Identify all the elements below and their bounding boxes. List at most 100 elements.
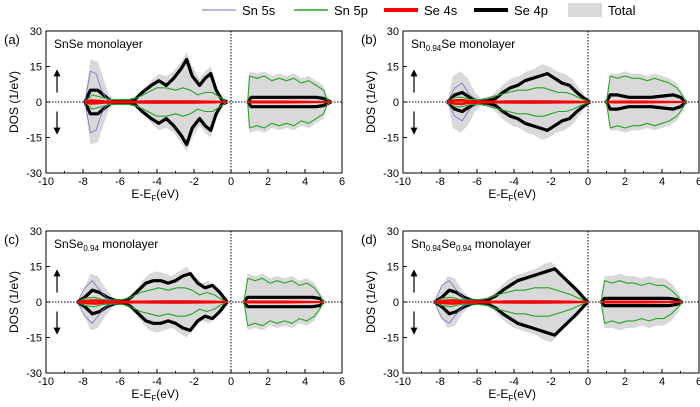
spin-up-arrow bbox=[53, 269, 61, 293]
sn5p-curve-cb-up bbox=[247, 75, 332, 103]
y-tick-label: -30 bbox=[383, 168, 399, 180]
panel-label: (a) bbox=[4, 32, 20, 47]
legend: Sn 5s Sn 5p Se 4s Se 4p Total bbox=[202, 3, 636, 18]
sn5p-curve-vb-down bbox=[447, 101, 591, 117]
x-axis-label: E-EF(eV) bbox=[131, 387, 179, 403]
x-tick-label: -2 bbox=[189, 176, 199, 188]
x-tick-label: -8 bbox=[78, 376, 88, 388]
legend-label: Total bbox=[608, 3, 636, 18]
se4p-curve-cb-down bbox=[605, 100, 688, 111]
y-axis-label: DOS (1/eV) bbox=[364, 271, 378, 333]
x-tick-label: 6 bbox=[339, 176, 345, 188]
y-tick-label: -30 bbox=[383, 368, 399, 380]
legend-label: Sn 5s bbox=[242, 3, 276, 18]
dos-panel-4: -10 -8 -6 -4 -2 0 2 4 6 -30 -15 0 15 30 E-EF(eV) DOS (1… bbox=[361, 226, 700, 403]
spin-up-arrow bbox=[53, 69, 61, 93]
x-tick-label: -10 bbox=[38, 376, 54, 388]
legend-entry-sn-5p: Sn 5p bbox=[294, 3, 368, 18]
x-tick-label: 6 bbox=[696, 176, 700, 188]
x-tick-label: 4 bbox=[302, 376, 308, 388]
y-tick-label: -15 bbox=[26, 333, 42, 345]
x-axis-label: E-EF(eV) bbox=[488, 387, 536, 403]
se4p-curve-cb-down bbox=[599, 300, 683, 308]
panel-title: SnSe0.94 monolayer bbox=[54, 237, 158, 253]
legend-entry-total: Total bbox=[568, 3, 636, 18]
y-tick-label: 15 bbox=[387, 62, 399, 74]
x-tick-label: -6 bbox=[472, 376, 482, 388]
panel-label: (c) bbox=[4, 232, 19, 247]
legend-entry-se-4s: Se 4s bbox=[384, 3, 458, 18]
se4p-curve-vb-up bbox=[446, 72, 591, 104]
x-tick-label: 0 bbox=[585, 176, 591, 188]
spin-down-arrow bbox=[410, 111, 418, 135]
x-tick-label: -8 bbox=[78, 176, 88, 188]
sn5p-curve-cb-up bbox=[600, 280, 683, 303]
x-tick-label: 2 bbox=[265, 376, 271, 388]
sn5p-curve-cb-down bbox=[247, 101, 332, 129]
y-tick-label: 15 bbox=[30, 262, 42, 274]
y-tick-label: 0 bbox=[393, 297, 399, 309]
se4p-curve-cb-down bbox=[246, 100, 332, 109]
y-tick-label: -15 bbox=[383, 333, 399, 345]
sn5p-curve-cb-down bbox=[605, 101, 687, 129]
x-tick-label: 6 bbox=[696, 376, 700, 388]
se4p-curve-vb-up bbox=[83, 57, 228, 104]
legend-entry-se-4p: Se 4p bbox=[474, 3, 548, 18]
se4p-curve-cb-up bbox=[246, 95, 332, 104]
sn5p-curve-vb-up bbox=[77, 287, 228, 303]
y-tick-label: -15 bbox=[383, 133, 399, 145]
panel-label: (b) bbox=[361, 32, 377, 47]
x-tick-label: -8 bbox=[435, 176, 445, 188]
sn5p-curve-vb-down bbox=[434, 301, 589, 317]
x-tick-label: -4 bbox=[509, 176, 519, 188]
se4p-curve-cb-up bbox=[599, 296, 683, 304]
se4p-curve-cb-down bbox=[242, 300, 325, 309]
x-tick-label: 4 bbox=[302, 176, 308, 188]
legend-entry-sn-5s: Sn 5s bbox=[202, 3, 276, 18]
sn5p-curve-vb-up bbox=[84, 87, 228, 103]
x-axis-label: E-EF(eV) bbox=[131, 187, 179, 203]
spin-down-arrow bbox=[53, 111, 61, 135]
x-tick-label: -6 bbox=[115, 176, 125, 188]
x-tick-label: 4 bbox=[659, 376, 665, 388]
x-tick-label: -4 bbox=[152, 376, 162, 388]
x-tick-label: -6 bbox=[115, 376, 125, 388]
y-axis-label: DOS (1/eV) bbox=[7, 271, 21, 333]
x-tick-label: -4 bbox=[509, 376, 519, 388]
legend-label: Se 4s bbox=[424, 3, 458, 18]
panel-title: Sn0.94Se0.94 monolayer bbox=[411, 237, 531, 253]
sn5p-curve-vb-up bbox=[434, 287, 589, 303]
sn5p-curve-vb-down bbox=[84, 101, 228, 117]
y-tick-label: 15 bbox=[30, 62, 42, 74]
spin-down-arrow bbox=[53, 311, 61, 335]
sn5p-curve-cb-down bbox=[243, 301, 324, 327]
y-tick-label: -30 bbox=[26, 168, 42, 180]
se4p-curve-vb-down bbox=[433, 300, 590, 337]
panel-title: Sn0.94Se monolayer bbox=[411, 37, 515, 53]
x-tick-label: 2 bbox=[265, 176, 271, 188]
sn5p-curve-cb-up bbox=[243, 277, 324, 303]
sn5p-curve-cb-down bbox=[600, 301, 683, 324]
y-tick-label: 15 bbox=[387, 262, 399, 274]
plot-area bbox=[46, 31, 342, 173]
y-axis-label: DOS (1/eV) bbox=[7, 71, 21, 133]
x-tick-label: 2 bbox=[622, 176, 628, 188]
panel-label: (d) bbox=[361, 232, 377, 247]
x-tick-label: -2 bbox=[189, 376, 199, 388]
y-tick-label: 0 bbox=[393, 97, 399, 109]
dos-panel-1: -10 -8 -6 -4 -2 0 2 4 6 -30 -15 0 15 30 E-EF(eV) DOS (1… bbox=[4, 26, 345, 203]
x-tick-label: -10 bbox=[38, 176, 54, 188]
legend-label: Sn 5p bbox=[334, 3, 368, 18]
x-tick-label: -8 bbox=[435, 376, 445, 388]
y-axis-label: DOS (1/eV) bbox=[364, 71, 378, 133]
legend-swatch bbox=[568, 3, 602, 17]
x-tick-label: 0 bbox=[228, 376, 234, 388]
x-tick-label: 0 bbox=[228, 176, 234, 188]
x-tick-label: -2 bbox=[546, 176, 556, 188]
x-tick-label: 4 bbox=[659, 176, 665, 188]
y-tick-label: -15 bbox=[26, 133, 42, 145]
spin-down-arrow bbox=[410, 311, 418, 335]
y-tick-label: 30 bbox=[387, 226, 399, 238]
panel-title: SnSe monolayer bbox=[54, 37, 143, 51]
legend-label: Se 4p bbox=[514, 3, 548, 18]
